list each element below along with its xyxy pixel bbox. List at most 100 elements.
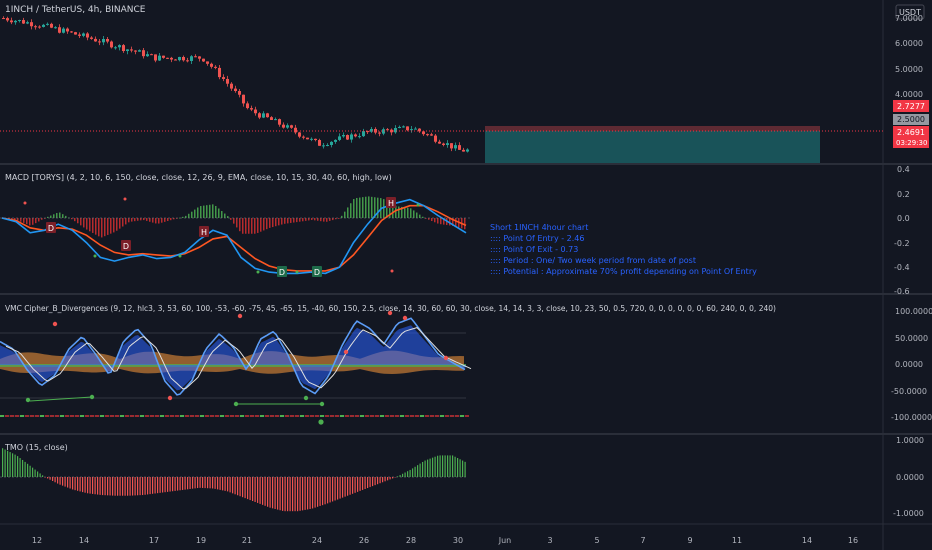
macd-histogram-bar <box>257 218 259 233</box>
cipher-trend-dot <box>135 415 139 417</box>
cipher-trend-dot <box>400 415 404 417</box>
price-badge-stop <box>893 100 929 112</box>
macd-histogram-bar <box>200 206 202 218</box>
macd-histogram-bar <box>431 218 433 222</box>
cipher-trend-dot <box>180 415 184 417</box>
tmo-label[interactable]: TMO (15, close) <box>4 443 68 452</box>
macd-histogram-bar <box>251 218 253 234</box>
tmo-histogram-bar <box>432 457 434 477</box>
cipher-trend-dot <box>70 415 74 417</box>
symbol-title[interactable]: 1INCH / TetherUS, 4h, BINANCE <box>5 5 146 15</box>
tmo-histogram-bar <box>279 477 281 511</box>
macd-histogram-bar <box>149 218 151 222</box>
macd-histogram-bar <box>197 207 199 218</box>
macd-signal-dot <box>93 254 97 258</box>
cipher-label[interactable]: VMC Cipher_B_Divergences (9, 12, hlc3, 3… <box>5 304 776 313</box>
cipher-trend-dot <box>430 415 434 417</box>
cipher-trend-dot <box>235 415 239 417</box>
divergence-marker-label: D <box>314 268 320 277</box>
macd-histogram-bar <box>56 213 58 218</box>
tmo-histogram-bar <box>434 456 436 477</box>
macd-histogram-bar <box>32 218 34 225</box>
cipher-trend-dot <box>305 415 309 417</box>
macd-histogram-bar <box>176 218 178 219</box>
macd-histogram-bar <box>179 217 181 219</box>
tmo-histogram-bar <box>87 477 89 494</box>
cipher-trend-dot <box>150 415 154 417</box>
time-tick-label: 16 <box>848 536 858 545</box>
candle-body <box>158 55 161 61</box>
candle-body <box>182 56 185 61</box>
macd-histogram-bar <box>125 218 127 225</box>
macd-histogram-bar <box>320 218 322 222</box>
macd-histogram-bar <box>29 218 31 226</box>
tmo-histogram-bar <box>359 477 361 491</box>
tmo-histogram-bar <box>334 477 336 501</box>
candle-body <box>346 135 349 140</box>
macd-pane[interactable] <box>1 196 467 275</box>
tmo-histogram-bar <box>197 477 199 489</box>
cipher-trend-dot <box>205 415 209 417</box>
tmo-histogram-bar <box>52 477 54 482</box>
tmo-histogram-bar <box>184 477 186 490</box>
cipher-trend-dot <box>15 415 19 417</box>
cipher-trend-dot <box>95 415 99 417</box>
macd-histogram-bar <box>203 205 205 218</box>
divergence-marker-label: D <box>279 268 285 277</box>
tmo-histogram-bar <box>392 477 394 479</box>
macd-histogram-bar <box>317 218 319 221</box>
cipher-trend-dot <box>210 415 214 417</box>
price-axis[interactable]: 7.0000 6.0000 5.0000 4.0000 2.7277 2.500… <box>893 14 929 148</box>
time-tick-label: 17 <box>149 536 159 545</box>
cipher-trend-dot <box>230 415 234 417</box>
macd-histogram-bar <box>371 196 373 218</box>
tmo-histogram-bar <box>462 460 464 477</box>
currency-badge[interactable] <box>895 4 925 20</box>
macd-histogram-bar <box>326 218 328 222</box>
tmo-histogram-bar <box>47 477 49 479</box>
tmo-histogram-bar <box>44 477 46 478</box>
time-axis[interactable]: 12 14 17 19 21 24 26 28 30 Jun 3 5 7 9 11 14 16 <box>32 536 858 545</box>
tmo-histogram-bar <box>112 477 114 496</box>
candle-body <box>250 108 253 110</box>
price-pane[interactable] <box>2 16 469 153</box>
candle-body <box>410 129 413 131</box>
macd-signal-dot <box>256 270 260 274</box>
cipher-trend-dot <box>200 415 204 417</box>
short-position-target-zone[interactable] <box>485 131 820 163</box>
cipher-trend-dot <box>105 415 109 417</box>
tmo-histogram-bar <box>382 477 384 483</box>
tmo-histogram-bar <box>257 477 259 503</box>
macd-signal-dot <box>123 197 127 201</box>
macd-histogram-bar <box>335 218 337 220</box>
tmo-histogram-bar <box>437 455 439 477</box>
trade-idea-annotation[interactable]: Short 1INCH 4hour chart :::: Point Of En… <box>490 223 757 276</box>
candle-body <box>50 23 53 28</box>
cipher-pane[interactable] <box>0 310 472 425</box>
macd-histogram-bar <box>92 218 94 233</box>
tmo-tick: 1.0000 <box>896 436 924 445</box>
tmo-pane[interactable] <box>0 448 466 512</box>
candle-body <box>322 145 325 147</box>
macd-histogram-bar <box>419 214 421 218</box>
cipher-trend-dot <box>225 415 229 417</box>
macd-histogram-bar <box>23 218 25 223</box>
macd-histogram-bar <box>227 216 229 218</box>
price-tick: 4.0000 <box>895 90 923 99</box>
tmo-histogram-bar <box>374 477 376 486</box>
tmo-histogram-bar <box>444 455 446 477</box>
tmo-histogram-bar <box>239 477 241 497</box>
cipher-trend-dot <box>300 415 304 417</box>
macd-label[interactable]: MACD [TORYS] (4, 2, 10, 6, 150, close, c… <box>5 173 392 182</box>
short-position-stop-zone[interactable] <box>485 126 820 131</box>
macd-histogram-bar <box>236 218 238 228</box>
macd-tick: -0.4 <box>894 263 910 272</box>
tmo-histogram-bar <box>272 477 274 509</box>
cipher-trend-dot <box>45 415 49 417</box>
macd-histogram-bar <box>455 218 457 227</box>
candle-body <box>274 119 277 121</box>
tmo-histogram-bar <box>122 477 124 496</box>
macd-histogram-bar <box>218 208 220 218</box>
macd-histogram-bar <box>170 218 172 221</box>
